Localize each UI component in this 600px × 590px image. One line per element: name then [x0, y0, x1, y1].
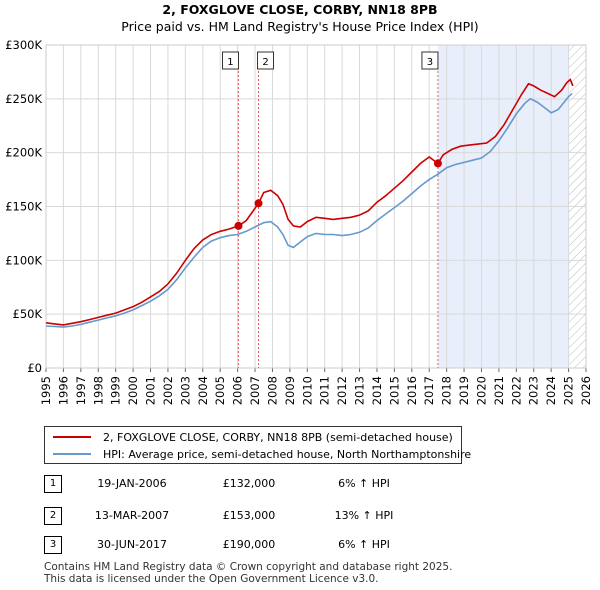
x-tick-label: 2004 — [196, 376, 210, 405]
y-tick-label: £150K — [5, 200, 42, 214]
x-tick-label: 2016 — [405, 376, 419, 405]
x-tick-label: 2020 — [474, 376, 488, 405]
sale-point — [234, 221, 243, 230]
y-tick-label: £100K — [5, 253, 42, 267]
y-tick-label: £300K — [5, 38, 42, 52]
sale-marker-label: 2 — [262, 57, 268, 68]
x-tick-label: 2010 — [300, 376, 314, 405]
x-tick-label: 2009 — [283, 376, 297, 405]
x-tick-label: 2023 — [527, 376, 541, 405]
footer-copyright: Contains HM Land Registry data © Crown c… — [44, 561, 453, 573]
x-tick-label: 1996 — [56, 376, 70, 405]
footer: Contains HM Land Registry data © Crown c… — [44, 561, 452, 585]
sale-marker-label: 3 — [427, 57, 433, 68]
x-tick-label: 2008 — [265, 376, 279, 405]
transaction-row: 3 30-JUN-2017 £190,000 6% ↑ HPI — [0, 536, 600, 558]
transaction-row: 2 13-MAR-2007 £153,000 13% ↑ HPI — [0, 507, 600, 529]
x-tick-label: 2002 — [161, 376, 175, 405]
sale-point — [254, 199, 263, 208]
transaction-price: £132,000 — [222, 477, 276, 490]
transaction-hpi: 13% ↑ HPI — [334, 509, 394, 522]
x-tick-label: 1999 — [109, 376, 123, 405]
plot-border — [45, 44, 587, 369]
x-tick-label: 2025 — [562, 376, 576, 405]
transaction-badge: 3 — [44, 536, 62, 554]
transaction-date: 19-JAN-2006 — [97, 477, 167, 490]
sale-marker-box — [421, 51, 439, 70]
x-tick-label: 2013 — [353, 376, 367, 405]
x-tick-label: 1998 — [91, 376, 105, 405]
transaction-badge: 2 — [44, 507, 62, 525]
chart-subtitle: Price paid vs. HM Land Registry's House … — [121, 19, 478, 34]
legend: 2, FOXGLOVE CLOSE, CORBY, NN18 8PB (semi… — [44, 426, 471, 464]
x-tick-label: 2022 — [509, 376, 523, 405]
transaction-hpi: 6% ↑ HPI — [338, 538, 390, 551]
x-tick-label: 2006 — [231, 376, 245, 405]
transaction-date: 13-MAR-2007 — [94, 509, 170, 522]
x-tick-label: 2001 — [144, 376, 158, 405]
property-price-line — [45, 78, 574, 326]
x-tick-label: 1997 — [74, 376, 88, 405]
y-tick-label: £50K — [13, 307, 43, 321]
x-tick-label: 2003 — [178, 376, 192, 405]
legend-item-property: 2, FOXGLOVE CLOSE, CORBY, NN18 8PB (semi… — [53, 429, 453, 445]
x-tick-label: 1995 — [39, 376, 53, 405]
x-tick-label: 2017 — [422, 376, 436, 405]
transaction-price: £153,000 — [222, 509, 276, 522]
x-tick-label: 2012 — [335, 376, 349, 405]
x-tick-label: 2024 — [544, 376, 558, 405]
y-tick-label: £0 — [27, 361, 42, 375]
y-tick-label: £250K — [5, 92, 42, 106]
x-tick-label: 2019 — [457, 376, 471, 405]
x-tick-label: 2000 — [126, 376, 140, 405]
legend-swatch-property — [53, 436, 91, 438]
sale-point — [433, 159, 442, 168]
legend-label-hpi: HPI: Average price, semi-detached house,… — [103, 447, 472, 461]
sale-marker-label: 1 — [227, 57, 233, 68]
chart-title: 2, FOXGLOVE CLOSE, CORBY, NN18 8PB — [162, 2, 437, 17]
x-tick-label: 2011 — [318, 376, 332, 405]
hpi-line — [45, 92, 573, 328]
footer-licence: This data is licensed under the Open Gov… — [44, 573, 379, 585]
transaction-price: £190,000 — [222, 538, 276, 551]
x-tick-label: 2018 — [440, 376, 454, 405]
sale-marker-box — [221, 51, 239, 70]
x-tick-label: 2014 — [370, 376, 384, 405]
x-tick-label: 2026 — [579, 376, 593, 405]
legend-item-hpi: HPI: Average price, semi-detached house,… — [53, 446, 471, 462]
transaction-hpi: 6% ↑ HPI — [338, 477, 390, 490]
price-chart: 2, FOXGLOVE CLOSE, CORBY, NN18 8PB Price… — [5, 2, 593, 405]
x-tick-label: 2021 — [492, 376, 506, 405]
sale-marker-box — [257, 51, 275, 70]
x-tick-label: 2007 — [248, 376, 262, 405]
transaction-date: 30-JUN-2017 — [96, 538, 168, 551]
transaction-row: 1 19-JAN-2006 £132,000 6% ↑ HPI — [0, 475, 600, 497]
y-tick-label: £200K — [5, 146, 42, 160]
legend-swatch-hpi — [53, 453, 91, 455]
transaction-badge: 1 — [44, 475, 62, 493]
x-tick-label: 2015 — [387, 376, 401, 405]
legend-label-property: 2, FOXGLOVE CLOSE, CORBY, NN18 8PB (semi… — [103, 430, 453, 444]
x-tick-label: 2005 — [213, 376, 227, 405]
